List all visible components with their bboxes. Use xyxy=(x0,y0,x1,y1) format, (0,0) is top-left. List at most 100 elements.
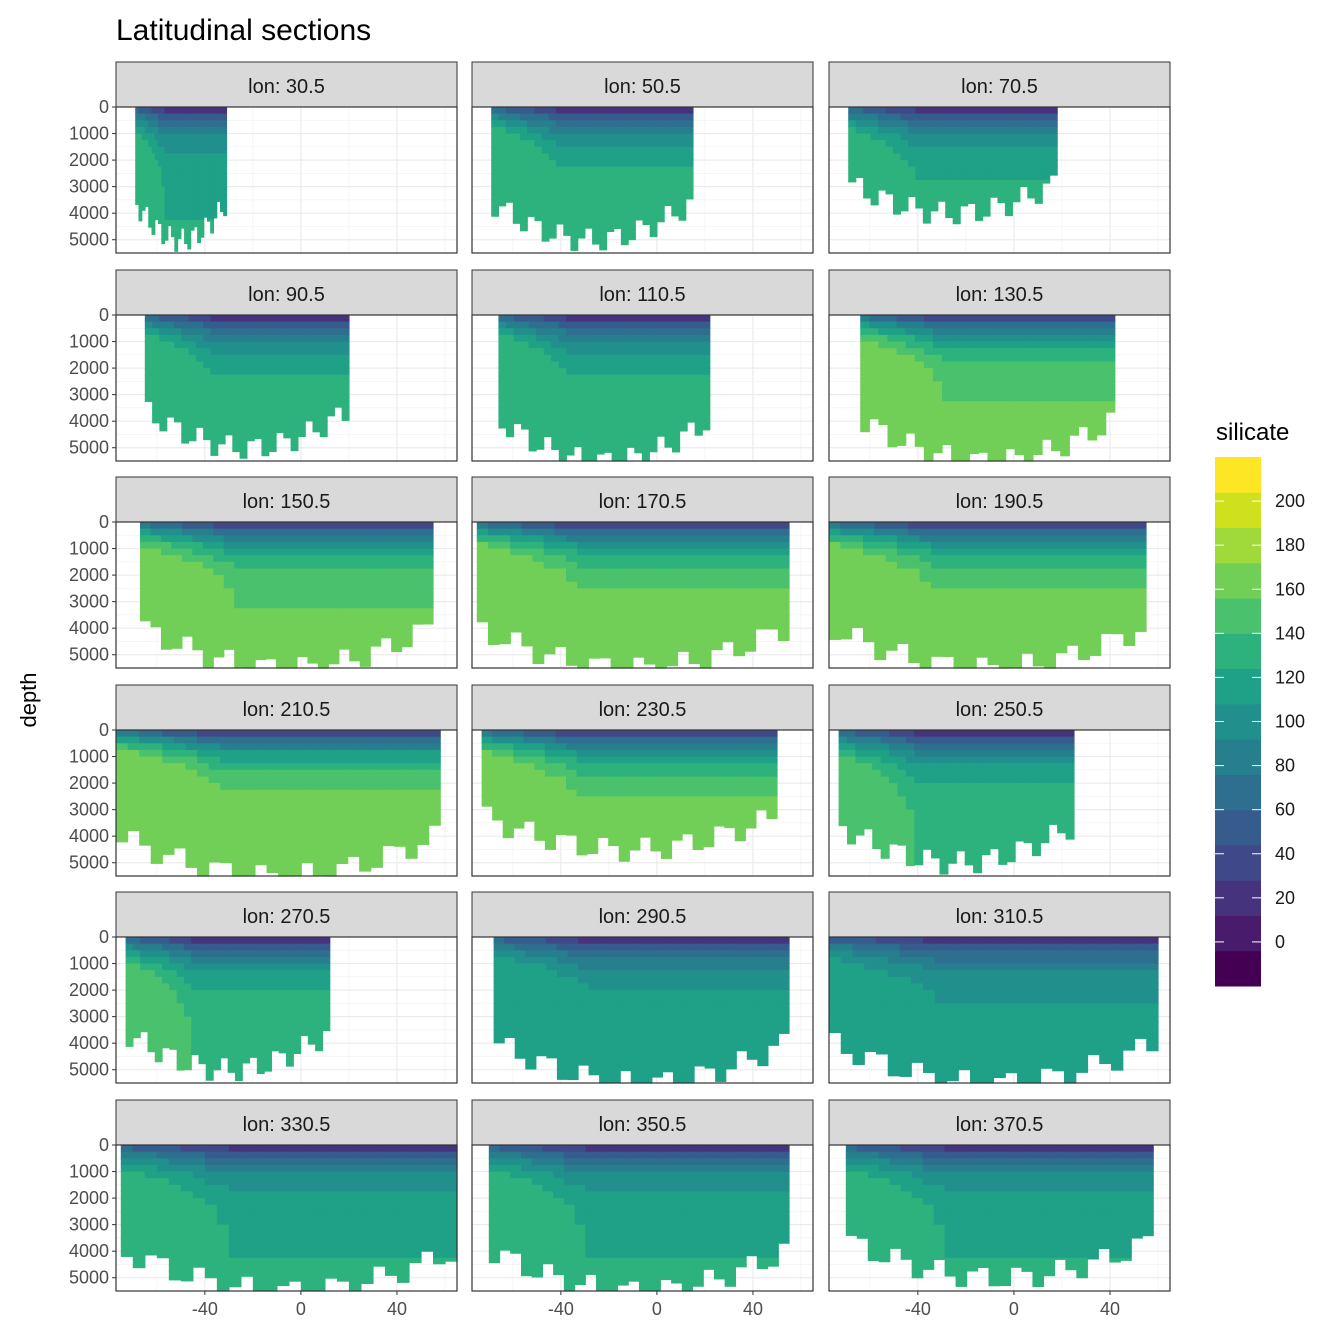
section-cell xyxy=(672,321,681,329)
section-cell xyxy=(892,126,902,135)
section-cell xyxy=(380,588,392,596)
section-cell xyxy=(967,186,976,194)
section-cell xyxy=(975,193,984,201)
section-cell xyxy=(930,528,943,536)
section-cell xyxy=(498,140,507,148)
section-cell xyxy=(254,394,263,402)
section-cell xyxy=(874,628,887,636)
section-cell xyxy=(566,381,575,389)
section-cell xyxy=(422,601,434,609)
section-cell xyxy=(487,595,500,603)
section-cell xyxy=(621,601,634,609)
section-cell xyxy=(688,588,701,596)
section-cell xyxy=(987,354,998,363)
section-cell xyxy=(160,601,173,609)
section-cell xyxy=(896,581,909,589)
section-cell xyxy=(286,628,298,636)
section-cell xyxy=(551,388,560,396)
section-cell xyxy=(192,555,204,563)
section-cell xyxy=(919,555,932,563)
section-cell xyxy=(588,601,601,609)
section-cell xyxy=(307,601,319,609)
section-cell xyxy=(642,133,651,141)
section-cell xyxy=(1089,634,1102,643)
section-cell xyxy=(892,166,902,174)
section-cell xyxy=(599,193,608,201)
section-cell xyxy=(1042,107,1051,115)
section-cell xyxy=(932,334,943,343)
section-cell xyxy=(989,166,999,174)
section-cell xyxy=(543,535,556,543)
section-cell xyxy=(541,226,550,234)
section-cell xyxy=(1105,315,1116,323)
section-cell xyxy=(733,641,745,649)
section-cell xyxy=(527,180,536,188)
section-cell xyxy=(341,407,350,416)
section-cell xyxy=(532,588,545,596)
section-cell xyxy=(261,401,270,409)
section-cell xyxy=(896,628,909,636)
section-cell xyxy=(1100,621,1113,629)
section-cell xyxy=(641,348,650,356)
section-cell xyxy=(710,548,723,556)
section-cell xyxy=(513,368,522,376)
section-cell xyxy=(223,575,235,583)
section-cell xyxy=(930,160,939,168)
section-cell xyxy=(158,213,162,221)
section-cell xyxy=(401,595,413,603)
section-cell xyxy=(755,614,768,623)
section-cell xyxy=(200,180,205,188)
section-cell xyxy=(223,601,235,609)
section-cell xyxy=(869,354,880,363)
section-cell xyxy=(679,328,688,336)
section-cell xyxy=(565,561,578,570)
section-cell xyxy=(649,334,658,343)
section-cell xyxy=(632,608,645,616)
section-cell xyxy=(937,173,946,181)
section-cell xyxy=(246,334,255,343)
section-cell xyxy=(1087,348,1098,356)
section-cell xyxy=(1100,528,1113,536)
section-cell xyxy=(641,414,650,422)
section-cell xyxy=(570,226,579,234)
section-cell xyxy=(138,126,143,135)
section-cell xyxy=(632,522,645,530)
section-cell xyxy=(166,374,175,382)
section-cell xyxy=(996,407,1007,416)
section-cell xyxy=(305,348,314,356)
section-cell xyxy=(626,381,635,389)
section-cell xyxy=(664,166,672,174)
section-cell xyxy=(254,315,263,323)
section-cell xyxy=(283,361,292,369)
section-cell xyxy=(744,621,757,629)
section-cell xyxy=(862,535,875,543)
section-cell xyxy=(1105,368,1116,376)
section-cell xyxy=(642,113,651,121)
section-cell xyxy=(171,641,183,649)
section-cell xyxy=(900,180,909,188)
section-cell xyxy=(349,628,361,636)
section-cell xyxy=(487,575,500,583)
section-cell xyxy=(969,421,980,429)
section-cell xyxy=(922,107,931,115)
section-cell xyxy=(592,219,600,228)
section-cell xyxy=(1096,334,1107,343)
section-cell xyxy=(870,126,879,135)
section-cell xyxy=(210,374,219,382)
section-cell xyxy=(510,522,523,530)
section-cell xyxy=(628,199,636,208)
section-cell xyxy=(588,427,598,436)
section-cell xyxy=(534,206,543,214)
section-cell xyxy=(1078,388,1089,396)
section-cell xyxy=(874,575,887,583)
section-cell xyxy=(649,180,658,188)
section-cell xyxy=(476,555,489,563)
section-cell xyxy=(626,394,635,402)
section-cell xyxy=(878,186,887,191)
section-cell xyxy=(548,153,557,161)
section-cell xyxy=(307,614,319,623)
section-cell xyxy=(193,186,198,194)
section-cell xyxy=(541,120,550,128)
section-cell xyxy=(166,348,175,356)
section-cell xyxy=(874,601,887,609)
